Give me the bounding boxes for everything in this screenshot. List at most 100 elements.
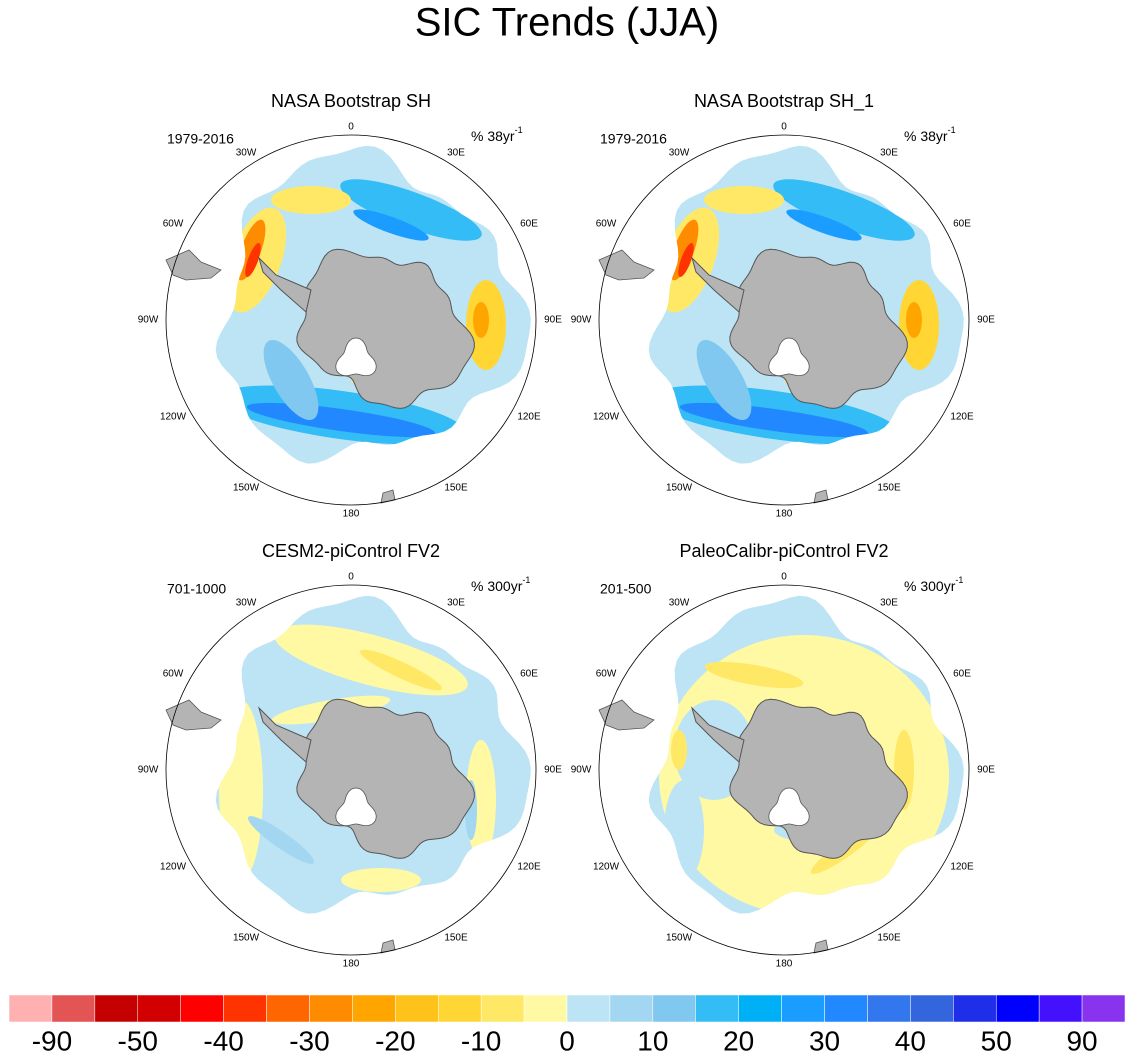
longitude-label: 150W bbox=[233, 933, 260, 944]
longitude-label: 150W bbox=[666, 483, 693, 494]
colorbar-box bbox=[51, 994, 96, 1023]
longitude-label: 150W bbox=[666, 933, 693, 944]
figure-title: SIC Trends (JJA) bbox=[415, 1, 720, 45]
ice-shelf bbox=[335, 787, 377, 826]
map-boundary bbox=[165, 584, 537, 956]
colorbar-box bbox=[352, 994, 396, 1023]
south-america bbox=[598, 699, 655, 731]
trend-patch bbox=[360, 649, 442, 691]
longitude-label: 30W bbox=[236, 148, 257, 159]
colorbar-label: -10 bbox=[461, 1025, 501, 1056]
antarctic-peninsula bbox=[690, 256, 745, 313]
trend-patch bbox=[704, 661, 804, 689]
units-text: % 38yr bbox=[471, 128, 515, 144]
longitude-label: 150E bbox=[877, 933, 901, 944]
longitude-label: 150W bbox=[233, 483, 260, 494]
longitude-label: 120W bbox=[160, 412, 187, 423]
colorbar-label: 10 bbox=[637, 1025, 668, 1056]
longitude-label: 120W bbox=[160, 862, 187, 873]
period-label: 701-1000 bbox=[167, 581, 226, 597]
longitude-label: 120W bbox=[593, 412, 620, 423]
trend-patch bbox=[271, 186, 351, 214]
trend-patch bbox=[353, 209, 429, 241]
units-superscript: -1 bbox=[955, 575, 963, 585]
colorbar-box bbox=[309, 994, 353, 1023]
colorbar-box bbox=[995, 994, 1040, 1023]
colorbar-box bbox=[395, 994, 439, 1023]
colorbar-box bbox=[223, 994, 267, 1023]
longitude-label: 0 bbox=[348, 122, 354, 133]
longitude-label: 60E bbox=[953, 219, 971, 230]
panel-title: NASA Bootstrap SH bbox=[271, 91, 431, 111]
units-label: % 38yr-1 bbox=[471, 125, 523, 143]
longitude-label: 60W bbox=[596, 219, 617, 230]
longitude-label: 60E bbox=[520, 669, 538, 680]
units-text: % 38yr bbox=[904, 128, 948, 144]
longitude-label: 30W bbox=[236, 598, 257, 609]
units-superscript: -1 bbox=[522, 575, 530, 585]
longitude-label: 180 bbox=[343, 959, 360, 970]
period-label: 1979-2016 bbox=[167, 131, 234, 147]
colorbar-label: 0 bbox=[559, 1025, 575, 1056]
antarctic-peninsula bbox=[257, 256, 312, 313]
longitude-label: 120E bbox=[517, 412, 541, 423]
trend-patch bbox=[696, 340, 752, 420]
units-label: % 38yr-1 bbox=[904, 125, 956, 143]
period-label: 201-500 bbox=[600, 581, 652, 597]
longitude-label: 60W bbox=[163, 669, 184, 680]
antarctic-peninsula bbox=[257, 706, 312, 763]
colorbar-label: 30 bbox=[809, 1025, 840, 1056]
colorbar-box bbox=[1038, 994, 1083, 1023]
colorbar-box bbox=[137, 994, 181, 1023]
ice-shelf bbox=[768, 787, 810, 826]
map-boundary bbox=[598, 134, 970, 506]
longitude-label: 60W bbox=[163, 219, 184, 230]
antarctic-peninsula bbox=[690, 706, 745, 763]
longitude-label: 90W bbox=[571, 315, 592, 326]
colorbar-label: -50 bbox=[118, 1025, 158, 1056]
trend-patch bbox=[671, 730, 687, 770]
trend-patch bbox=[245, 242, 261, 278]
longitude-label: 90E bbox=[977, 765, 995, 776]
longitude-label: 60E bbox=[953, 669, 971, 680]
colorbar-label: -40 bbox=[203, 1025, 243, 1056]
colorbar-box bbox=[867, 994, 911, 1023]
panel-title: PaleoCalibr-piControl FV2 bbox=[679, 541, 888, 561]
colorbar-box bbox=[180, 994, 224, 1023]
longitude-label: 120E bbox=[517, 862, 541, 873]
trend-patch bbox=[473, 302, 489, 338]
longitude-label: 0 bbox=[348, 572, 354, 583]
trend-patch bbox=[247, 816, 315, 864]
longitude-label: 30W bbox=[669, 598, 690, 609]
trend-patch bbox=[219, 700, 263, 880]
longitude-label: 30E bbox=[447, 148, 465, 159]
colorbar-label: -20 bbox=[375, 1025, 415, 1056]
longitude-label: 180 bbox=[776, 959, 793, 970]
trend-patch bbox=[263, 340, 319, 420]
units-superscript: -1 bbox=[948, 125, 956, 135]
longitude-label: 30W bbox=[669, 148, 690, 159]
trend-patch bbox=[786, 209, 862, 241]
colorbar-box bbox=[652, 994, 697, 1023]
colorbar-box bbox=[437, 994, 482, 1023]
panel-title: CESM2-piControl FV2 bbox=[262, 541, 440, 561]
ice-shelf bbox=[335, 337, 377, 376]
longitude-label: 30E bbox=[880, 598, 898, 609]
map-boundary bbox=[598, 584, 970, 956]
longitude-label: 90E bbox=[544, 765, 562, 776]
longitude-label: 150E bbox=[877, 483, 901, 494]
panel-title: NASA Bootstrap SH_1 bbox=[694, 91, 874, 112]
longitude-label: 180 bbox=[343, 509, 360, 520]
colorbar-box bbox=[523, 994, 568, 1023]
units-label: % 300yr-1 bbox=[904, 575, 963, 593]
longitude-label: 90W bbox=[571, 765, 592, 776]
trend-patch bbox=[341, 868, 421, 892]
colorbar-box bbox=[738, 994, 782, 1023]
trend-patch bbox=[773, 179, 915, 241]
period-label: 1979-2016 bbox=[600, 131, 667, 147]
longitude-label: 30E bbox=[447, 598, 465, 609]
units-text: % 300yr bbox=[471, 578, 523, 594]
trend-patch bbox=[664, 780, 704, 880]
units-label: % 300yr-1 bbox=[471, 575, 530, 593]
